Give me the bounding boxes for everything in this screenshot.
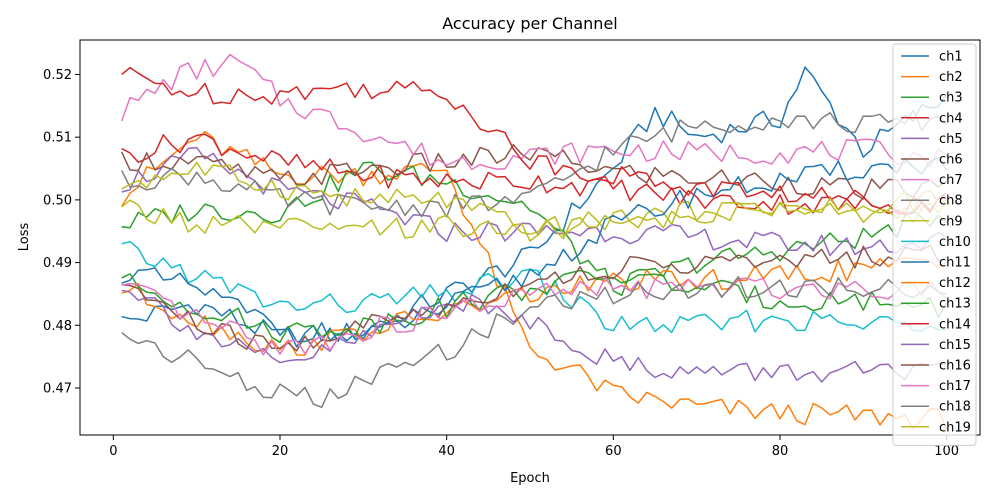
legend: ch1 ch2 ch3 ch4 ch5 ch6 ch7 ch8 ch9 ch10 ch11 ch12 c… — [892, 43, 977, 446]
chart-title: Accuracy per Channel — [442, 14, 617, 33]
series-line-ch6 — [121, 143, 948, 200]
series-line-ch18 — [121, 276, 947, 409]
series-line-ch17 — [121, 276, 948, 356]
legend-entry: ch17 — [939, 379, 971, 394]
series-line-ch4 — [121, 133, 948, 215]
series-line-ch5 — [121, 146, 948, 257]
series-line-ch1 — [121, 66, 948, 348]
legend-entry: ch3 — [939, 91, 963, 106]
legend-entry: ch19 — [939, 420, 971, 435]
x-tick-label: 20 — [272, 444, 289, 459]
legend-entry: ch5 — [939, 132, 963, 147]
series-line-ch11 — [121, 156, 948, 343]
series-line-ch7 — [120, 53, 948, 171]
series-line-ch15 — [121, 289, 947, 383]
x-axis: 0 20 40 60 80 100 — [109, 435, 959, 459]
y-tick-label: 0.52 — [43, 68, 72, 83]
series-layer — [120, 53, 948, 431]
legend-entry: ch18 — [939, 400, 971, 415]
series-line-ch14 — [121, 66, 947, 215]
series-line-ch13 — [121, 269, 948, 344]
legend-entry: ch16 — [939, 359, 971, 374]
y-axis-label: Loss — [17, 223, 32, 252]
series-line-ch16 — [121, 244, 948, 352]
y-tick-label: 0.49 — [43, 256, 72, 271]
x-tick-label: 60 — [605, 444, 622, 459]
legend-entry: ch8 — [939, 194, 963, 209]
series-line-ch8 — [121, 109, 948, 218]
y-axis: 0.47 0.48 0.49 0.50 0.51 0.52 — [43, 68, 80, 396]
legend-entry: ch2 — [939, 70, 963, 85]
legend-entry: ch9 — [939, 214, 963, 229]
legend-entry: ch10 — [939, 235, 971, 250]
plot-frame — [79, 39, 981, 436]
series-line-ch9 — [121, 161, 948, 242]
legend-entry: ch1 — [939, 50, 963, 65]
x-tick-label: 100 — [934, 444, 959, 459]
series-line-ch10 — [121, 240, 947, 334]
y-tick-label: 0.47 — [43, 381, 72, 396]
y-tick-label: 0.51 — [43, 131, 72, 146]
legend-entry: ch14 — [939, 317, 971, 332]
x-tick-label: 0 — [109, 444, 117, 459]
legend-entry: ch13 — [939, 297, 971, 312]
legend-entry: ch4 — [939, 111, 963, 126]
legend-entry: ch6 — [939, 153, 963, 168]
x-tick-label: 80 — [772, 444, 789, 459]
x-tick-label: 40 — [438, 444, 455, 459]
legend-entry: ch12 — [939, 276, 971, 291]
x-axis-label: Epoch — [510, 471, 550, 486]
legend-entry: ch7 — [939, 173, 963, 188]
plot-area — [80, 40, 980, 435]
legend-entry: ch11 — [939, 256, 971, 271]
y-tick-label: 0.48 — [43, 319, 72, 334]
legend-entry: ch15 — [939, 338, 971, 353]
y-tick-label: 0.50 — [43, 193, 72, 208]
series-line-ch2 — [121, 130, 948, 431]
series-line-ch19 — [121, 189, 947, 240]
